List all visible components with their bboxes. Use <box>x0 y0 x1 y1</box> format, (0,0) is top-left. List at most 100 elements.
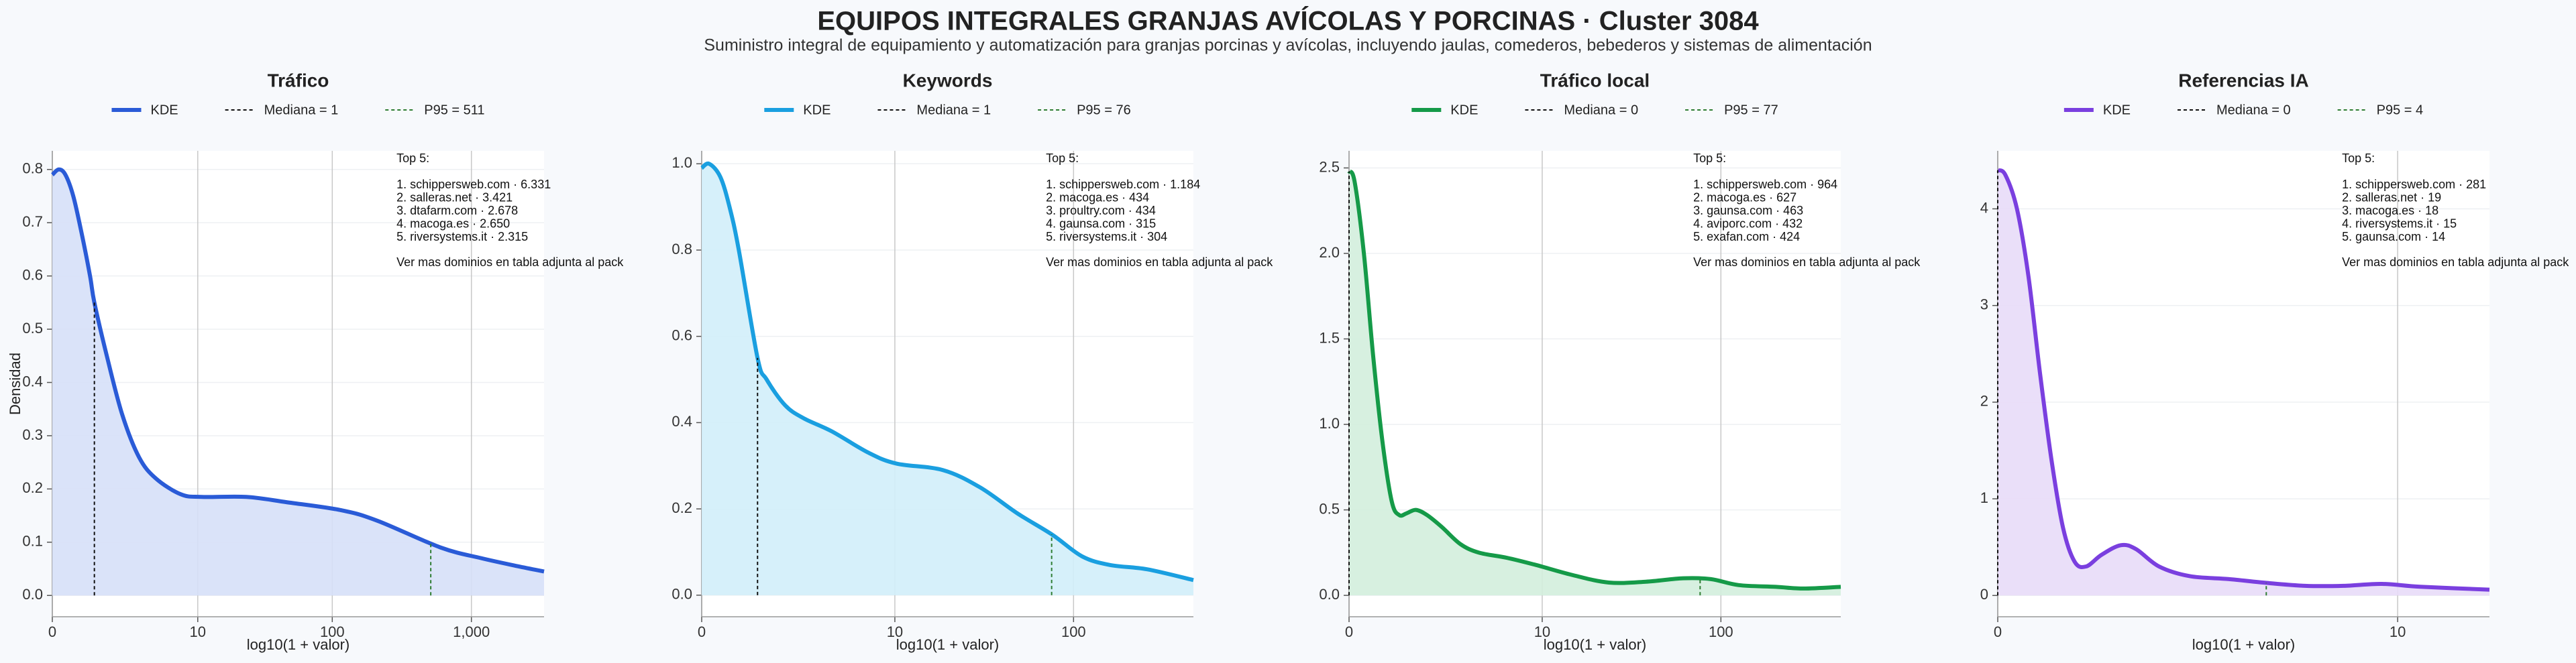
legend: KDE Mediana = 0 P95 = 4 <box>2063 103 2424 117</box>
annotation-note: Ver mas dominios en tabla adjunta al pac… <box>396 255 624 269</box>
page-subtitle: Suministro integral de equipamiento y au… <box>704 36 1872 55</box>
y-tick-label: 1.5 <box>1319 329 1340 346</box>
x-tick-label: 10 <box>2390 623 2406 640</box>
annotation-note: Ver mas dominios en tabla adjunta al pac… <box>1046 255 1273 269</box>
annotation-item: 1. schippersweb.com · 964 <box>1693 178 1837 191</box>
annotation-title: Top 5: <box>1046 152 1079 165</box>
annotation-item: 1. schippersweb.com · 1.184 <box>1046 178 1200 191</box>
y-tick-label: 0.4 <box>672 413 692 430</box>
x-tick-label: 100 <box>1709 623 1733 640</box>
annotation-note: Ver mas dominios en tabla adjunta al pac… <box>1693 255 1921 269</box>
kde-line <box>1996 168 2490 592</box>
y-tick-label: 0.0 <box>672 586 692 603</box>
y-tick-label: 0.8 <box>22 160 43 177</box>
y-tick-label: 0 <box>1980 586 1988 603</box>
legend-label: Mediana = 1 <box>264 103 339 117</box>
legend-label: KDE <box>2103 103 2131 117</box>
annotation-item: 2. macoga.es · 434 <box>1046 190 1149 204</box>
y-tick-label: 0.1 <box>22 533 43 550</box>
y-tick-label: 4 <box>1980 199 1988 216</box>
annotation-item: 4. macoga.es · 2.650 <box>396 217 510 231</box>
annotation-item: 2. salleras.net · 19 <box>2342 190 2441 204</box>
panel: 0.0 0.5 1.0 1.5 2.0 2.5 0 10 100 Tráfico local log… <box>1319 70 1921 652</box>
legend-label: P95 = 76 <box>1077 103 1131 117</box>
y-tick-label: 1.0 <box>1319 415 1340 432</box>
page-title: EQUIPOS INTEGRALES GRANJAS AVÍCOLAS Y PO… <box>817 6 1759 36</box>
y-tick-label: 0.6 <box>672 327 692 344</box>
x-tick-label: 0 <box>698 623 706 640</box>
annotation-item: 3. proultry.com · 434 <box>1046 204 1156 217</box>
annotation-title: Top 5: <box>396 152 429 165</box>
y-tick-label: 1 <box>1980 489 1988 506</box>
panel: 0 1 2 3 4 0 10 Referencias IA log10(1 + valor) KD… <box>1980 70 2570 652</box>
annotation-item: 2. salleras.net · 3.421 <box>396 190 513 204</box>
x-axis-label: log10(1 + valor) <box>2192 636 2295 653</box>
kde-line <box>50 167 545 574</box>
legend-label: KDE <box>150 103 178 117</box>
annotation-item: 4. riversystems.it · 15 <box>2342 217 2457 231</box>
kde-area <box>1349 171 1841 596</box>
annotation-item: 3. gaunsa.com · 463 <box>1693 204 1803 217</box>
y-tick-label: 0.3 <box>22 426 43 443</box>
annotation-item: 5. riversystems.it · 2.315 <box>396 230 528 243</box>
x-tick-label: 0 <box>1994 623 2002 640</box>
x-tick-label: 1,000 <box>453 623 490 640</box>
panel: 0.0 0.2 0.4 0.6 0.8 1.0 0 10 100 Keywords log10(1 … <box>672 70 1273 652</box>
legend: KDE Mediana = 1 P95 = 76 <box>764 103 1131 117</box>
x-tick-label: 10 <box>190 623 206 640</box>
legend: KDE Mediana = 1 P95 = 511 <box>111 103 485 117</box>
y-tick-label: 0.0 <box>1319 586 1340 603</box>
y-tick-label: 0.5 <box>22 320 43 337</box>
annotation-item: 3. macoga.es · 18 <box>2342 204 2438 217</box>
annotation-item: 5. gaunsa.com · 14 <box>2342 230 2445 243</box>
x-tick-label: 10 <box>1534 623 1550 640</box>
y-tick-label: 3 <box>1980 296 1988 313</box>
legend-label: P95 = 77 <box>1724 103 1778 117</box>
y-tick-label: 2.5 <box>1319 158 1340 175</box>
x-axis-label: log10(1 + valor) <box>1544 636 1646 653</box>
panel-title: Tráfico local <box>1540 70 1650 91</box>
y-tick-label: 0.5 <box>1319 500 1340 517</box>
x-axis-label: log10(1 + valor) <box>896 636 999 653</box>
x-tick-label: 0 <box>1345 623 1353 640</box>
x-tick-label: 0 <box>48 623 56 640</box>
annotation-item: 1. schippersweb.com · 281 <box>2342 178 2486 191</box>
annotation-item: 5. riversystems.it · 304 <box>1046 230 1167 243</box>
y-tick-label: 0.2 <box>22 479 43 496</box>
y-tick-label: 2.0 <box>1319 244 1340 261</box>
panel-title: Referencias IA <box>2178 70 2309 91</box>
panel: 0.0 0.1 0.2 0.3 0.4 0.5 0.6 0.7 0.8 0 10 100 1,000 Tr… <box>7 70 624 652</box>
kde-area <box>702 163 1193 595</box>
annotation-item: 5. exafan.com · 424 <box>1693 230 1800 243</box>
y-tick-label: 0.7 <box>22 213 43 230</box>
annotation-item: 3. dtafarm.com · 2.678 <box>396 204 518 217</box>
x-tick-label: 100 <box>320 623 345 640</box>
legend-label: KDE <box>1450 103 1478 117</box>
annotation-item: 2. macoga.es · 627 <box>1693 190 1796 204</box>
annotation-item: 4. gaunsa.com · 315 <box>1046 217 1156 231</box>
annotation-item: 4. aviporc.com · 432 <box>1693 217 1803 231</box>
x-tick-label: 100 <box>1061 623 1086 640</box>
legend-label: P95 = 4 <box>2377 103 2424 117</box>
y-tick-label: 0.8 <box>672 241 692 257</box>
y-axis-label: Densidad <box>7 353 23 415</box>
plot-area <box>1998 151 2489 617</box>
kde-line <box>1347 170 1841 591</box>
kde-area <box>1998 170 2489 596</box>
y-tick-label: 2 <box>1980 393 1988 410</box>
x-axis-label: log10(1 + valor) <box>247 636 350 653</box>
legend-label: Mediana = 1 <box>916 103 991 117</box>
y-tick-label: 0.0 <box>22 586 43 603</box>
y-tick-label: 0.4 <box>22 373 43 389</box>
y-tick-label: 1.0 <box>672 154 692 171</box>
legend-label: Mediana = 0 <box>2216 103 2291 117</box>
legend-label: KDE <box>803 103 830 117</box>
kde-area <box>52 169 544 596</box>
panel-title: Tráfico <box>268 70 329 91</box>
y-tick-label: 0.2 <box>672 499 692 516</box>
panel-title: Keywords <box>903 70 993 91</box>
annotation-title: Top 5: <box>1693 152 1726 165</box>
annotation-note: Ver mas dominios en tabla adjunta al pac… <box>2342 255 2569 269</box>
